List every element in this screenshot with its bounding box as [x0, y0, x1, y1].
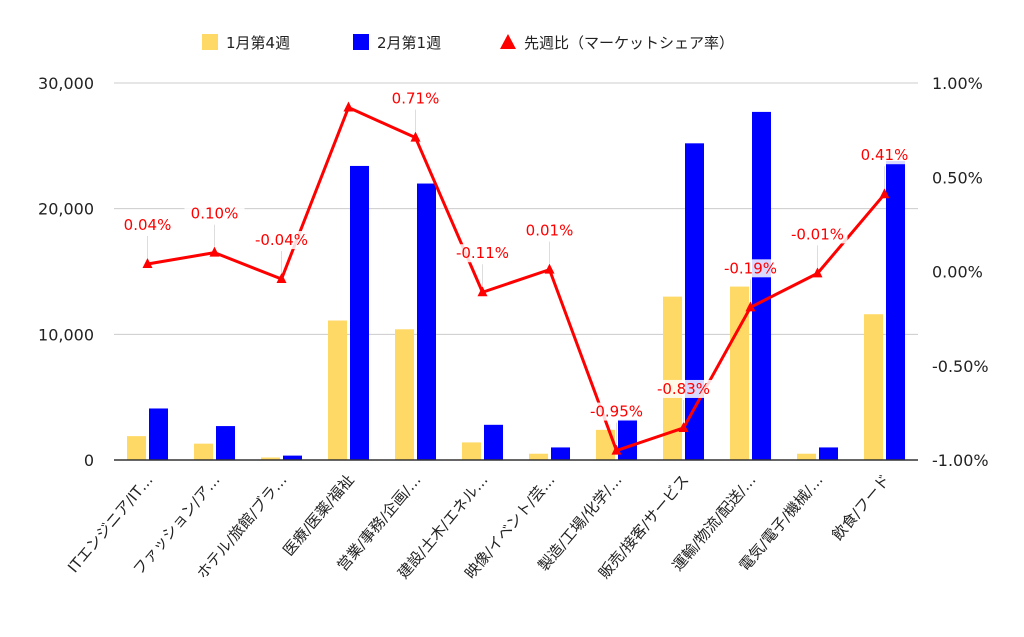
- share-line-path: [147, 106, 886, 453]
- share-line: [142, 101, 890, 455]
- legend[interactable]: 1月第4週 2月第1週 先週比（マーケットシェア率）: [202, 34, 734, 52]
- share-point[interactable]: [812, 267, 823, 278]
- data-labels: 0.04% 0.10% -0.04% 0.71% -0.11% 0.01% -0.95% -0…: [117, 89, 915, 445]
- share-point[interactable]: [678, 421, 689, 432]
- share-data-label: -0.19%: [724, 259, 777, 277]
- data-label-bg: [787, 225, 848, 244]
- share-point[interactable]: [209, 246, 220, 257]
- data-label-bg: [385, 89, 446, 108]
- bar-week-jan4[interactable]: [462, 442, 481, 460]
- data-label-bg: [653, 379, 714, 398]
- legend-swatch: [353, 34, 369, 50]
- legend-label[interactable]: 先週比（マーケットシェア率）: [524, 34, 734, 52]
- left-axis-tick-label: 20,000: [38, 200, 94, 219]
- share-data-label: 0.01%: [526, 222, 574, 240]
- share-data-label: -0.95%: [590, 403, 643, 421]
- share-data-label: -0.11%: [456, 244, 509, 262]
- bar-week-feb1[interactable]: [350, 165, 369, 460]
- share-data-label: -0.83%: [657, 380, 710, 398]
- bar-week-feb1[interactable]: [417, 183, 436, 461]
- legend-triangle-icon: [500, 34, 516, 49]
- data-label-bg: [117, 215, 178, 234]
- share-point[interactable]: [745, 301, 756, 312]
- axes: 0 10,000 20,000 30,000 -1.00% -0.50% 0.00% 0.50…: [38, 74, 989, 582]
- category-label: 飲食/フード: [828, 471, 893, 544]
- bar-week-feb1[interactable]: [819, 447, 838, 460]
- bar-week-feb1[interactable]: [886, 160, 905, 460]
- share-point[interactable]: [343, 101, 354, 112]
- share-point[interactable]: [611, 444, 622, 455]
- bar-week-feb1[interactable]: [484, 424, 503, 460]
- legend-label[interactable]: 2月第1週: [377, 34, 441, 52]
- share-point[interactable]: [276, 273, 287, 284]
- bar-week-feb1[interactable]: [149, 408, 168, 460]
- bar-week-jan4[interactable]: [730, 286, 749, 460]
- legend-label[interactable]: 1月第4週: [226, 34, 290, 52]
- share-point[interactable]: [410, 131, 421, 142]
- share-data-label: 0.41%: [861, 146, 909, 164]
- data-label-bg: [251, 231, 312, 250]
- gridlines: [114, 82, 918, 335]
- bar-week-jan4[interactable]: [328, 320, 347, 460]
- bar-week-feb1[interactable]: [685, 143, 704, 460]
- share-point[interactable]: [477, 286, 488, 297]
- share-data-label: -0.01%: [791, 225, 844, 243]
- share-point[interactable]: [879, 188, 890, 199]
- bar-week-feb1[interactable]: [216, 426, 235, 460]
- left-axis-tick-label: 30,000: [38, 74, 94, 93]
- left-axis-tick-label: 0: [84, 451, 94, 470]
- category-label: 医療/医薬/福祉: [279, 471, 357, 559]
- bar-week-jan4[interactable]: [596, 429, 615, 460]
- data-label-bg: [184, 204, 245, 223]
- share-point[interactable]: [142, 257, 153, 268]
- right-axis-tick-label: 1.00%: [932, 74, 983, 93]
- left-axis-tick-label: 10,000: [38, 325, 94, 344]
- data-label-bg: [586, 402, 647, 421]
- data-label-bg: [519, 221, 580, 240]
- right-axis-tick-label: 0.50%: [932, 168, 983, 187]
- bar-week-jan4[interactable]: [663, 296, 682, 460]
- share-data-label: 0.04%: [124, 216, 172, 234]
- bar-week-jan4[interactable]: [797, 453, 816, 460]
- data-label-bg: [854, 146, 915, 165]
- bars: [127, 111, 905, 461]
- bar-week-jan4[interactable]: [529, 453, 548, 460]
- legend-swatch: [202, 34, 218, 50]
- share-point[interactable]: [544, 263, 555, 274]
- bar-week-feb1[interactable]: [283, 455, 302, 460]
- right-axis-tick-label: 0.00%: [932, 263, 983, 282]
- data-label-bg: [452, 244, 513, 263]
- bar-week-feb1[interactable]: [752, 111, 771, 461]
- bar-week-feb1[interactable]: [551, 447, 570, 460]
- share-data-label: 0.71%: [392, 90, 440, 108]
- bar-week-jan4[interactable]: [395, 329, 414, 460]
- bar-week-jan4[interactable]: [864, 314, 883, 460]
- share-data-label: -0.04%: [255, 231, 308, 249]
- right-axis-tick-label: -0.50%: [932, 357, 989, 376]
- data-label-bg: [720, 259, 781, 278]
- bar-week-jan4[interactable]: [127, 436, 146, 460]
- share-data-label: 0.10%: [191, 205, 239, 223]
- bar-week-jan4[interactable]: [194, 443, 213, 460]
- bar-week-jan4[interactable]: [261, 457, 280, 460]
- right-axis-tick-label: -1.00%: [932, 451, 989, 470]
